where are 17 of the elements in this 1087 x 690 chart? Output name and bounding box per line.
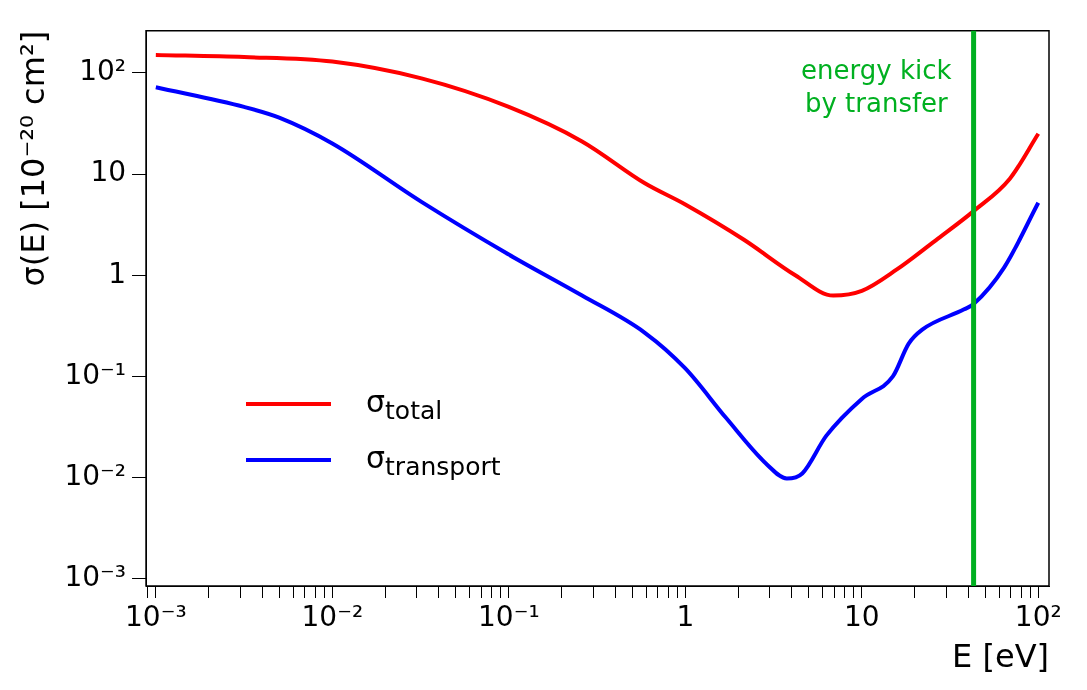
y-tick-label: 1: [108, 256, 127, 290]
y-tick-label: 10⁻¹: [64, 357, 127, 391]
x-tick-label: 10⁻¹: [477, 600, 540, 634]
y-axis-title: σ(E) [10⁻²⁰ cm²]: [13, 30, 52, 287]
ref-line-label: energy kick by transfer: [801, 54, 952, 118]
x-tick-label: 1: [676, 600, 695, 634]
y-tick-label: 10²: [79, 54, 127, 88]
x-tick-label: 10: [843, 600, 880, 634]
x-tick-label: 10²: [1014, 600, 1062, 634]
legend-label: σ$_{total}$: [366, 383, 443, 425]
x-tick-label: 10⁻²: [301, 600, 364, 634]
x-axis-title: E [eV]: [952, 637, 1049, 676]
y-tick-label: 10⁻³: [64, 560, 127, 594]
y-tick-label: 10⁻²: [64, 458, 127, 492]
y-tick-label: 10: [90, 155, 127, 189]
legend-label: σ$_{transport}$: [366, 439, 501, 481]
x-tick-label: 10⁻³: [125, 600, 187, 634]
